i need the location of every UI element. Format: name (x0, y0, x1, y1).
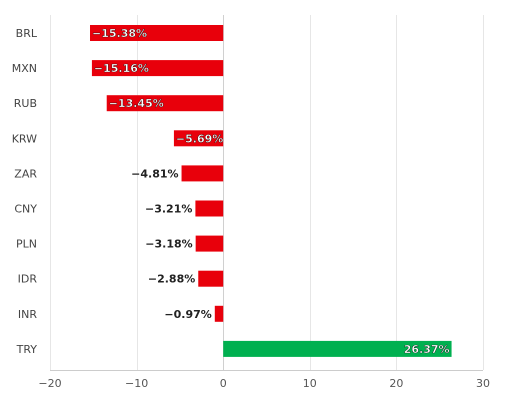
x-tick-label: −20 (38, 377, 61, 390)
x-tick-label: 20 (389, 377, 403, 390)
x-tick-label: 0 (220, 377, 227, 390)
axis-layer: −20 −10 0 10 20 30 (38, 370, 490, 390)
category-label: TRY (16, 343, 38, 356)
category-label: KRW (12, 132, 37, 145)
bar (106, 95, 224, 112)
bar (214, 305, 224, 322)
category-label: BRL (16, 27, 38, 40)
bar (195, 235, 224, 252)
bar (173, 130, 224, 147)
bar (90, 25, 224, 41)
category-label: PLN (16, 238, 37, 251)
data-label: −2.88% (148, 273, 195, 286)
x-tick-label: 30 (476, 377, 490, 390)
data-label: −15.16% (94, 62, 149, 75)
label-layer: BRL −15.38% MXN −15.16% RUB −13.45% KRW −5.69% Z… (12, 27, 450, 356)
data-label: −3.18% (145, 238, 192, 251)
data-label: −13.45% (109, 97, 164, 110)
category-label: RUB (14, 97, 37, 110)
category-label: IDR (18, 273, 38, 286)
category-label: ZAR (14, 167, 37, 180)
bar (91, 60, 224, 77)
category-label: MXN (12, 62, 37, 75)
bar-layer (90, 25, 452, 357)
data-label: −4.81% (131, 167, 178, 180)
bar (181, 165, 224, 182)
data-label: −15.38% (92, 27, 147, 40)
data-label: −5.69% (176, 132, 223, 145)
category-label: INR (18, 308, 37, 321)
category-label: CNY (14, 203, 37, 216)
bar (195, 200, 224, 217)
data-label: −0.97% (164, 308, 211, 321)
x-tick-label: −10 (125, 377, 148, 390)
bar (223, 340, 452, 357)
x-tick-label: 10 (303, 377, 317, 390)
bar (198, 270, 224, 287)
data-label: 26.37% (404, 343, 450, 356)
data-label: −3.21% (145, 203, 192, 216)
